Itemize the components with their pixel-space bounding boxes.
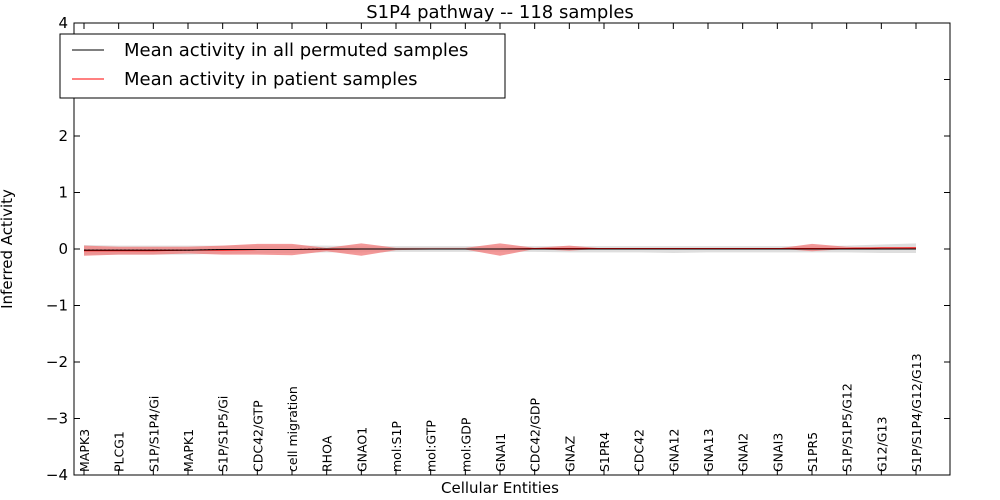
category-label: cell migration — [285, 386, 300, 472]
legend-label-patient: Mean activity in patient samples — [124, 69, 418, 90]
y-axis-label: Inferred Activity — [0, 189, 16, 309]
category-label: S1P/S1P5/Gi — [216, 396, 231, 472]
chart-title: S1P4 pathway -- 118 samples — [366, 2, 634, 23]
category-label: S1P/S1P4/G12/G13 — [909, 353, 924, 472]
category-label: GNA13 — [701, 429, 716, 473]
y-tick-label: 0 — [58, 240, 68, 258]
category-label: S1P/S1P5/G12 — [840, 383, 855, 472]
y-tick-label: −2 — [46, 353, 68, 371]
series-lines — [84, 247, 916, 252]
category-label: S1P/S1P4/Gi — [146, 396, 161, 472]
category-label: GNA12 — [666, 429, 681, 473]
category-label: CDC42/GDP — [528, 397, 543, 472]
category-label: GNAO1 — [354, 427, 369, 472]
category-label: GNAZ — [562, 436, 577, 472]
patient-band — [84, 243, 916, 256]
category-label: mol:GTP — [424, 420, 439, 472]
category-label: MAPK1 — [181, 429, 196, 472]
legend: Mean activity in all permuted samples Me… — [59, 33, 506, 99]
category-label: GNAI3 — [770, 433, 785, 472]
y-tick-label: −1 — [46, 297, 68, 315]
category-label: CDC42/GTP — [250, 400, 265, 472]
category-label: PLCG1 — [112, 431, 127, 472]
y-tick-label: 1 — [58, 184, 68, 202]
x-axis-label: Cellular Entities — [441, 479, 559, 497]
y-tick-label: −4 — [46, 466, 68, 484]
y-tick-label: −3 — [46, 410, 68, 428]
legend-label-permuted: Mean activity in all permuted samples — [124, 40, 468, 61]
category-label: S1PR5 — [805, 432, 820, 472]
permuted-mean-line-solid — [84, 248, 916, 251]
category-label: mol:S1P — [389, 421, 404, 472]
category-label: GNAI2 — [736, 433, 751, 472]
category-label: G12/G13 — [874, 417, 889, 472]
y-tick-label: 4 — [58, 14, 68, 32]
category-label: GNAI1 — [493, 433, 508, 472]
category-label: mol:GDP — [458, 417, 473, 472]
category-label: MAPK3 — [77, 429, 92, 472]
category-label: CDC42 — [632, 429, 647, 472]
category-labels: MAPK3 PLCG1 S1P/S1P4/Gi MAPK1 S1P/S1P5/Gi CDC… — [77, 23, 924, 475]
legend-box — [59, 33, 506, 99]
category-label: RHOA — [320, 435, 335, 472]
y-tick-label: 2 — [58, 127, 68, 145]
category-label: S1PR4 — [597, 432, 612, 472]
